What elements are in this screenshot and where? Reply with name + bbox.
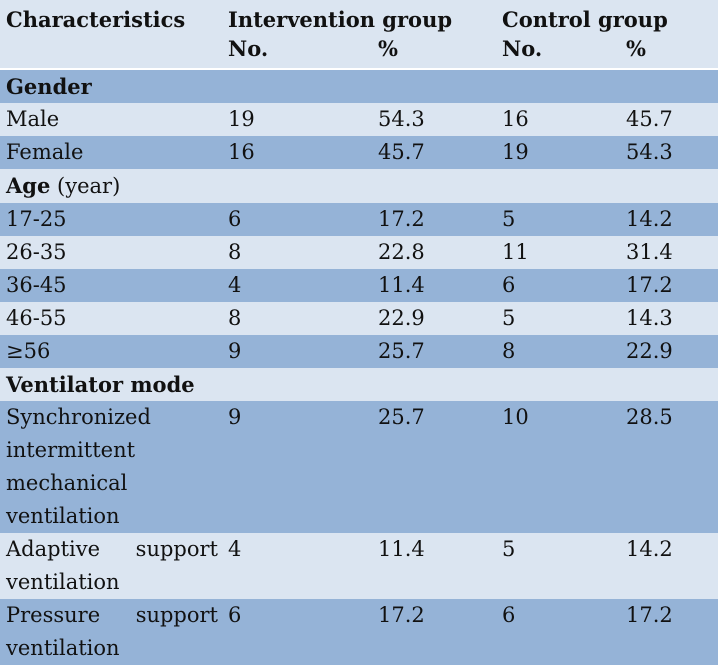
row-label: Female (0, 136, 222, 169)
intervention-no: 4 (222, 533, 372, 599)
row-label: 26-35 (0, 236, 222, 269)
intervention-percent: 11.4 (372, 533, 496, 599)
control-no: 6 (496, 599, 620, 665)
intervention-no: 8 (222, 302, 372, 335)
row-label: Synchronized intermittent mechanical ven… (0, 401, 222, 533)
header-row-1: Characteristics Intervention group Contr… (0, 0, 718, 34)
row-label: Male (0, 103, 222, 136)
header-control-group: Control group (496, 0, 718, 34)
intervention-no: 6 (222, 203, 372, 236)
section-title-age-text: Age (6, 173, 51, 198)
intervention-percent: 45.7 (372, 136, 496, 169)
header-control-percent: % (620, 34, 718, 69)
table-row: ≥56 9 25.7 8 22.9 (0, 335, 718, 368)
control-percent: 22.9 (620, 335, 718, 368)
control-percent: 31.4 (620, 236, 718, 269)
table-row: Synchronized intermittent mechanical ven… (0, 401, 718, 533)
header-intervention-percent: % (372, 34, 496, 69)
control-percent: 45.7 (620, 103, 718, 136)
intervention-percent: 11.4 (372, 269, 496, 302)
section-title-gender: Gender (0, 68, 718, 103)
control-percent: 17.2 (620, 599, 718, 665)
control-no: 5 (496, 533, 620, 599)
intervention-no: 8 (222, 236, 372, 269)
header-characteristics: Characteristics (0, 0, 222, 34)
intervention-percent: 25.7 (372, 335, 496, 368)
row-label: Adaptive support ventilation (0, 533, 222, 599)
table-row: Female 16 45.7 19 54.3 (0, 136, 718, 169)
intervention-percent: 22.8 (372, 236, 496, 269)
intervention-no: 16 (222, 136, 372, 169)
control-no: 5 (496, 302, 620, 335)
intervention-percent: 54.3 (372, 103, 496, 136)
section-title-ventilator-mode: Ventilator mode (0, 368, 718, 401)
table-row: 17-25 6 17.2 5 14.2 (0, 203, 718, 236)
section-row-gender: Gender (0, 68, 718, 103)
control-percent: 28.5 (620, 401, 718, 533)
table-row: 46-55 8 22.9 5 14.3 (0, 302, 718, 335)
control-no: 16 (496, 103, 620, 136)
table-row: Pressure support ventilation 6 17.2 6 17… (0, 599, 718, 665)
control-percent: 14.2 (620, 203, 718, 236)
control-no: 8 (496, 335, 620, 368)
section-row-ventilator-mode: Ventilator mode (0, 368, 718, 401)
intervention-percent: 17.2 (372, 203, 496, 236)
table-row: 36-45 4 11.4 6 17.2 (0, 269, 718, 302)
header-intervention-no: No. (222, 34, 372, 69)
intervention-no: 9 (222, 335, 372, 368)
control-percent: 54.3 (620, 136, 718, 169)
control-percent: 14.2 (620, 533, 718, 599)
section-row-age: Age (year) (0, 169, 718, 203)
control-no: 11 (496, 236, 620, 269)
header-empty (0, 34, 222, 69)
control-percent: 17.2 (620, 269, 718, 302)
control-no: 6 (496, 269, 620, 302)
header-intervention-group: Intervention group (222, 0, 496, 34)
table-row: Male 19 54.3 16 45.7 (0, 103, 718, 136)
row-label: 17-25 (0, 203, 222, 236)
age-unit: (year) (57, 174, 121, 198)
header-row-2: No. % No. % (0, 34, 718, 69)
row-label: 46-55 (0, 302, 222, 335)
intervention-no: 9 (222, 401, 372, 533)
intervention-percent: 25.7 (372, 401, 496, 533)
control-percent: 14.3 (620, 302, 718, 335)
intervention-no: 19 (222, 103, 372, 136)
intervention-no: 6 (222, 599, 372, 665)
row-label: Pressure support ventilation (0, 599, 222, 665)
header-control-no: No. (496, 34, 620, 69)
intervention-percent: 22.9 (372, 302, 496, 335)
table-row: Adaptive support ventilation 4 11.4 5 14… (0, 533, 718, 599)
intervention-percent: 17.2 (372, 599, 496, 665)
control-no: 5 (496, 203, 620, 236)
intervention-no: 4 (222, 269, 372, 302)
row-label: ≥56 (0, 335, 222, 368)
section-title-age: Age (year) (0, 169, 718, 203)
table-row: 26-35 8 22.8 11 31.4 (0, 236, 718, 269)
control-no: 19 (496, 136, 620, 169)
control-no: 10 (496, 401, 620, 533)
row-label: 36-45 (0, 269, 222, 302)
